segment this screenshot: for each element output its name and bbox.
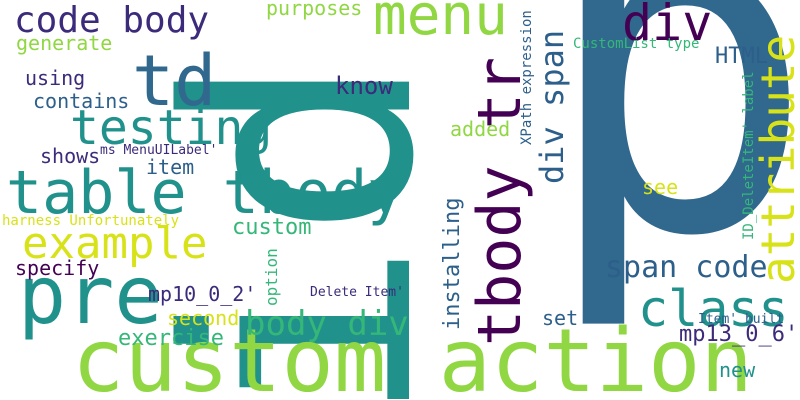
word-new: new — [719, 358, 756, 382]
word-exercise: exercise — [118, 326, 224, 351]
word-mp13: mp13_0_6' — [679, 322, 799, 347]
word-mp10: mp10_0_2' — [148, 282, 257, 306]
word-div: div — [622, 0, 713, 52]
word-pre: pre — [18, 249, 163, 342]
word-span-code: span code — [605, 250, 768, 285]
word-menu: menu — [373, 0, 508, 48]
word-shows: shows — [40, 144, 101, 168]
word-set: set — [542, 306, 579, 330]
word-example: example — [22, 218, 208, 269]
word-class: class — [638, 280, 789, 338]
word-using: using — [25, 66, 86, 90]
word-custom-action: custom action — [72, 310, 753, 400]
word-td: td — [132, 40, 217, 122]
word-table-tbody: table tbody — [6, 158, 404, 228]
word-customlist-type: CustomList type — [573, 36, 700, 52]
word-html: HTML — [715, 44, 768, 69]
word-custom: custom — [232, 215, 312, 240]
word-item: item — [146, 155, 195, 179]
word-installing: installing — [440, 197, 465, 330]
word-harness-unfortunately: harness Unfortunately — [2, 213, 180, 229]
word-item-built: Item' built — [698, 312, 785, 327]
word-see: see — [642, 175, 679, 199]
word-know: know — [335, 72, 393, 100]
word-specify: specify — [15, 256, 100, 280]
word-xpath-expression: XPath expression — [519, 10, 535, 145]
word-id-deleteitem-label: ID_DeleteItem' label — [741, 71, 757, 240]
word-option: option — [262, 248, 281, 306]
word-ms-menuuilabel: ms MenuUILabel' — [100, 143, 218, 158]
word-contains: contains — [33, 89, 130, 113]
word-code-body: code body — [14, 0, 210, 41]
word-p: p — [540, 0, 800, 337]
word-body-div: body div — [245, 304, 409, 344]
word-added: added — [450, 117, 511, 141]
word-delete-item: Delete Item' — [310, 285, 404, 300]
word-testing: testing — [70, 100, 273, 156]
word-attribute: attribute — [751, 34, 800, 284]
word-generate: generate — [16, 31, 113, 55]
word-div-span: div span — [533, 29, 571, 184]
word-second: second — [167, 306, 240, 330]
word-purposes: purposes — [266, 0, 363, 20]
